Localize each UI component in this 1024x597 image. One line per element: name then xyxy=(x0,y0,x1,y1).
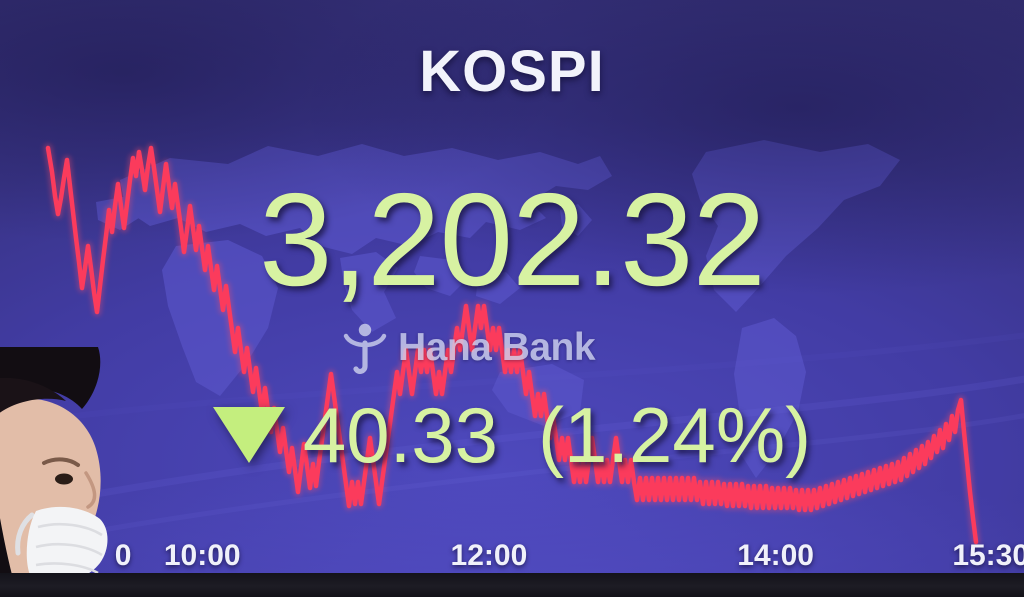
time-tick-1200: 12:00 xyxy=(450,539,528,572)
time-axis: 0 10:00 12:00 14:00 15:30 xyxy=(0,537,1024,573)
index-change-row: 40.33 (1.24%) xyxy=(0,396,1024,474)
time-tick-1000: 10:00 xyxy=(163,539,241,572)
triangle-down-icon xyxy=(212,407,285,463)
index-value: 3,202.32 xyxy=(259,166,766,313)
index-change-percent: (1.24%) xyxy=(538,391,812,479)
time-tick-1530: 15:30 xyxy=(952,539,1024,572)
index-title: KOSPI xyxy=(419,39,605,104)
display-bezel xyxy=(0,573,1024,597)
time-tick-0: 0 xyxy=(114,539,132,572)
time-tick-1400: 14:00 xyxy=(737,539,814,572)
index-change-value: 40.33 xyxy=(302,391,499,479)
